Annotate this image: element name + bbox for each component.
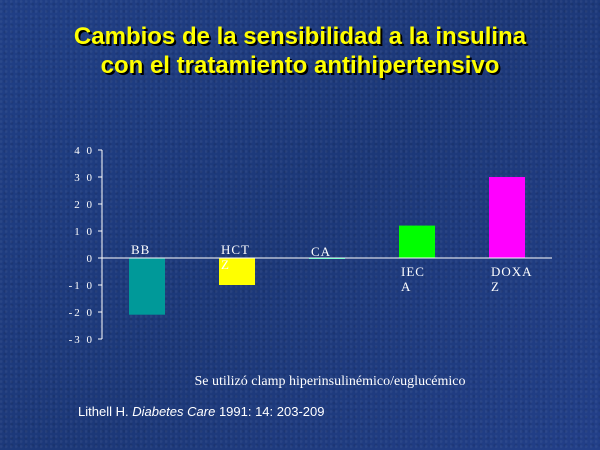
source-rest: 1991: 14: 203-209 xyxy=(218,404,325,419)
y-tick-label: 4 0 xyxy=(74,145,94,157)
y-tick-label: -1 0 xyxy=(69,280,94,292)
y-tick-label: 2 0 xyxy=(74,199,94,211)
y-tick-label: -3 0 xyxy=(69,334,94,346)
y-tick-label: 1 0 xyxy=(74,226,94,238)
y-tick-label: 3 0 xyxy=(74,172,94,184)
source-citation: Lithell H. Diabetes Care 1991: 14: 203-2… xyxy=(78,404,324,419)
category-label: BB xyxy=(131,242,150,257)
category-label: DOXA Z xyxy=(491,264,533,294)
title-line-1: Cambios de la sensibilidad a la insulina xyxy=(73,23,527,50)
bar-ieca xyxy=(399,225,435,258)
chart-title: Cambios de la sensibilidad a la insulina… xyxy=(0,22,600,80)
category-label: HCT Z xyxy=(221,242,250,272)
y-tick-label: 0 xyxy=(87,253,95,265)
category-label: IEC A xyxy=(401,264,425,294)
bar-bb xyxy=(129,258,165,315)
y-tick-label: -2 0 xyxy=(69,307,94,319)
bar-doxaz xyxy=(489,177,525,258)
source-journal: Diabetes Care xyxy=(132,404,216,419)
bar-hctz xyxy=(219,258,255,285)
title-line-2: con el tratamiento antihipertensivo xyxy=(100,52,500,79)
category-label: CA xyxy=(311,244,331,259)
source-author: Lithell H. xyxy=(78,404,129,419)
method-note: Se utilizó clamp hiperinsulinémico/euglu… xyxy=(194,374,466,389)
